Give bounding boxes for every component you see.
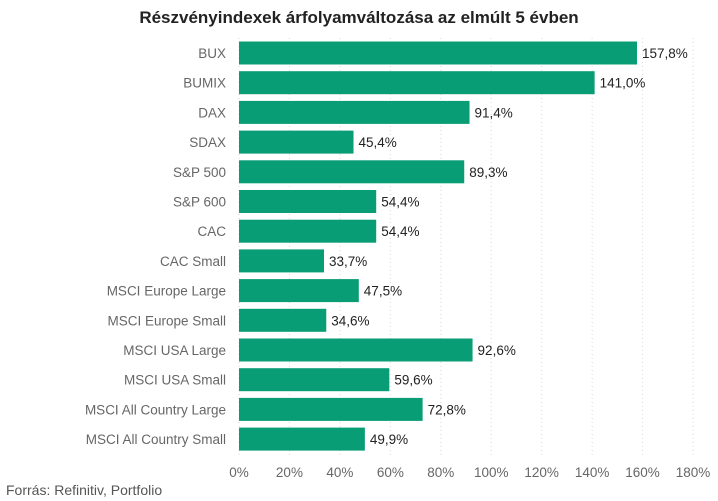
- category-label: MSCI Europe Large: [107, 284, 226, 299]
- value-label: 54,4%: [381, 224, 419, 239]
- category-label: S&P 600: [173, 195, 226, 210]
- bar: [239, 100, 470, 124]
- value-label: 89,3%: [469, 165, 507, 180]
- value-label: 33,7%: [329, 254, 367, 269]
- value-label: 59,6%: [394, 373, 432, 388]
- category-label: BUX: [198, 46, 226, 61]
- source-note: Forrás: Refinitiv, Portfolio: [6, 482, 163, 498]
- category-label: S&P 500: [173, 165, 226, 180]
- category-label: MSCI USA Large: [123, 343, 226, 358]
- bar: [239, 308, 327, 332]
- value-label: 34,6%: [331, 313, 369, 328]
- bar: [239, 397, 423, 421]
- x-tick-label: 120%: [524, 465, 559, 480]
- category-label: MSCI All Country Small: [86, 432, 226, 447]
- x-tick-label: 180%: [676, 465, 711, 480]
- bar: [239, 427, 365, 451]
- x-tick-label: 0%: [229, 465, 249, 480]
- value-label: 91,4%: [475, 105, 513, 120]
- value-label: 47,5%: [364, 284, 402, 299]
- x-tick-label: 160%: [625, 465, 660, 480]
- bar: [239, 160, 465, 184]
- bar: [239, 338, 473, 362]
- x-tick-label: 60%: [377, 465, 404, 480]
- category-label: MSCI All Country Large: [85, 402, 226, 417]
- x-tick-label: 100%: [474, 465, 509, 480]
- category-label: BUMIX: [183, 76, 226, 91]
- bar: [239, 219, 377, 243]
- bar: [239, 190, 377, 213]
- x-tick-label: 80%: [427, 465, 454, 480]
- bar: [239, 41, 638, 65]
- bar: [239, 249, 324, 273]
- category-label: MSCI USA Small: [124, 373, 226, 388]
- bar: [239, 130, 354, 154]
- value-label: 141,0%: [600, 76, 646, 91]
- category-label: MSCI Europe Small: [107, 313, 226, 328]
- value-label: 54,4%: [381, 195, 419, 210]
- category-label: DAX: [198, 105, 226, 120]
- category-label: CAC: [197, 224, 226, 239]
- value-label: 92,6%: [478, 343, 516, 358]
- bar: [239, 279, 359, 303]
- x-tick-label: 40%: [326, 465, 353, 480]
- category-label: CAC Small: [160, 254, 226, 269]
- x-tick-label: 20%: [276, 465, 303, 480]
- chart-title: Részvényindexek árfolyamváltozása az elm…: [139, 8, 579, 27]
- value-label: 45,4%: [359, 135, 397, 150]
- bar-chart: 0% 20% 40% 60% 80% 100% 120% 140% 160% 180% BUX 157…: [85, 38, 711, 480]
- bar: [239, 368, 390, 392]
- category-label: SDAX: [189, 135, 226, 150]
- x-tick-label: 140%: [575, 465, 610, 480]
- value-label: 49,9%: [370, 432, 408, 447]
- value-label: 72,8%: [428, 402, 466, 417]
- bar: [239, 71, 595, 95]
- value-label: 157,8%: [642, 46, 688, 61]
